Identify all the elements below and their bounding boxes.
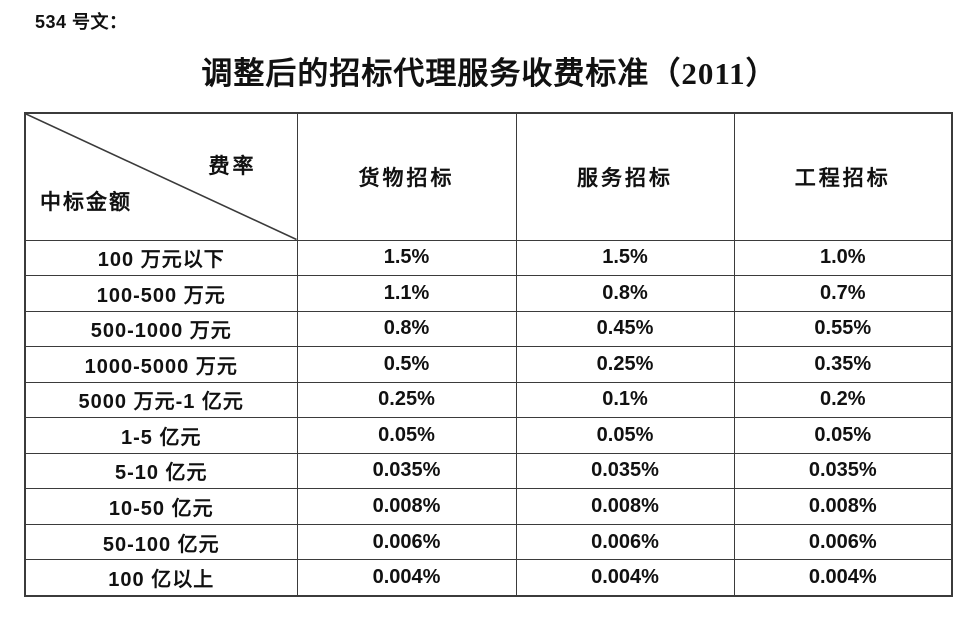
header-row: 费率 中标金额 货物招标 服务招标 工程招标 <box>24 112 953 241</box>
doc-number-label: 534 号文： <box>35 12 128 32</box>
rate-cell: 0.8% <box>296 310 517 348</box>
rate-cell: 0.035% <box>296 452 517 490</box>
rate-cell: 1.1% <box>296 275 517 312</box>
rate-cell: 0.05% <box>515 417 735 454</box>
rate-cell: 1.0% <box>733 239 953 277</box>
rate-cell: 0.008% <box>733 488 953 525</box>
table-row: 1000-5000 万元 0.5% 0.25% 0.35% <box>24 346 953 383</box>
rate-cell: 0.008% <box>296 488 517 525</box>
rate-cell: 1.5% <box>296 239 517 277</box>
rate-cell: 0.05% <box>733 417 953 454</box>
amount-cell: 5000 万元-1 亿元 <box>24 381 298 419</box>
table-row: 50-100 亿元 0.006% 0.006% 0.006% <box>24 523 953 561</box>
rate-cell: 0.1% <box>515 381 735 419</box>
rate-cell: 0.7% <box>733 275 953 312</box>
rate-cell: 0.25% <box>296 381 517 419</box>
rate-cell: 0.035% <box>515 452 735 490</box>
table-row: 10-50 亿元 0.008% 0.008% 0.008% <box>24 488 953 525</box>
corner-label-amount: 中标金额 <box>40 189 132 214</box>
corner-label-rate: 费率 <box>208 154 257 178</box>
column-header: 工程招标 <box>733 112 953 241</box>
rate-cell: 0.008% <box>515 488 735 525</box>
table-row: 100 亿以上 0.004% 0.004% 0.004% <box>24 559 953 597</box>
rate-cell: 0.8% <box>515 275 735 312</box>
diagonal-divider-line <box>26 114 297 240</box>
rate-cell: 0.45% <box>515 310 735 348</box>
column-header: 服务招标 <box>515 112 735 241</box>
amount-cell: 100 亿以上 <box>24 559 298 597</box>
rate-cell: 0.25% <box>515 346 735 383</box>
amount-cell: 5-10 亿元 <box>24 452 298 490</box>
rate-cell: 0.5% <box>296 346 517 383</box>
rate-cell: 0.006% <box>733 523 953 561</box>
rate-cell: 0.035% <box>733 452 953 490</box>
amount-cell: 1000-5000 万元 <box>24 346 298 383</box>
amount-cell: 50-100 亿元 <box>24 523 298 561</box>
rate-cell: 0.004% <box>515 559 735 597</box>
column-header: 货物招标 <box>296 112 517 241</box>
amount-cell: 100 万元以下 <box>24 239 298 277</box>
table-row: 5000 万元-1 亿元 0.25% 0.1% 0.2% <box>24 381 953 419</box>
amount-cell: 10-50 亿元 <box>24 488 298 525</box>
rate-cell: 0.004% <box>733 559 953 597</box>
table-row: 5-10 亿元 0.035% 0.035% 0.035% <box>24 452 953 490</box>
amount-cell: 100-500 万元 <box>24 275 298 312</box>
page-title: 调整后的招标代理服务收费标准（2011） <box>201 56 778 91</box>
rate-cell: 1.5% <box>515 239 735 277</box>
fee-table-body: 100 万元以下 1.5% 1.5% 1.0% 100-500 万元 1.1% 0.8% 0.… <box>24 239 953 597</box>
rate-cell: 0.05% <box>296 417 517 454</box>
rate-cell: 0.35% <box>733 346 953 383</box>
table-row: 500-1000 万元 0.8% 0.45% 0.55% <box>24 310 953 348</box>
rate-cell: 0.55% <box>733 310 953 348</box>
table-row: 1-5 亿元 0.05% 0.05% 0.05% <box>24 417 953 454</box>
rate-cell: 0.2% <box>733 381 953 419</box>
amount-cell: 1-5 亿元 <box>24 417 298 454</box>
rate-cell: 0.004% <box>296 559 517 597</box>
fee-table: 费率 中标金额 货物招标 服务招标 工程招标 100 万元以下 1.5% 1.5% 1.0… <box>24 112 953 597</box>
amount-cell: 500-1000 万元 <box>24 310 298 348</box>
rate-cell: 0.006% <box>515 523 735 561</box>
table-row: 100-500 万元 1.1% 0.8% 0.7% <box>24 275 953 312</box>
corner-cell: 费率 中标金额 <box>24 112 298 241</box>
table-row: 100 万元以下 1.5% 1.5% 1.0% <box>24 239 953 277</box>
rate-cell: 0.006% <box>296 523 517 561</box>
